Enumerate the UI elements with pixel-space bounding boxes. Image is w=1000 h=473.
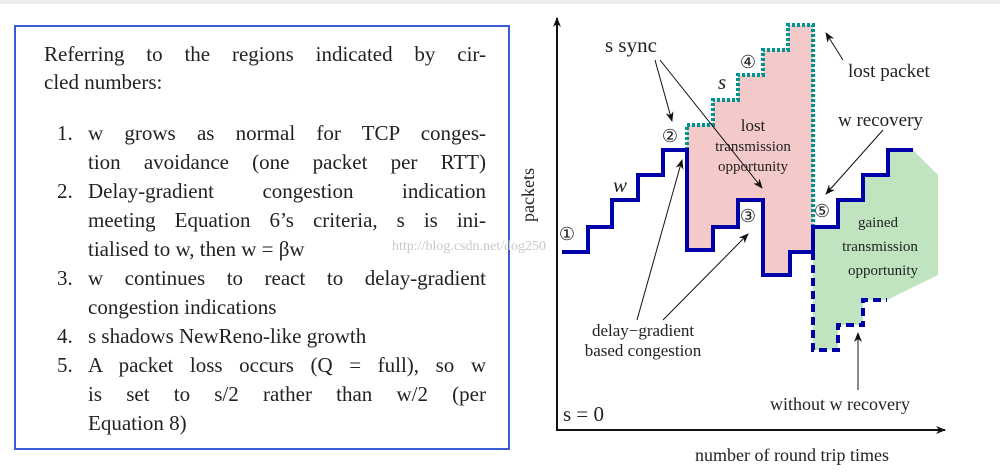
item-line: Equation 8) [88, 411, 187, 435]
w-line-without-recovery [811, 252, 887, 352]
gained-region-label: opportunity [848, 263, 918, 279]
s-line [685, 23, 815, 227]
y-axis-label: packets [518, 168, 538, 222]
top-bar [0, 0, 1000, 4]
intro-line: cled numbers: [44, 70, 163, 94]
delay-gradient-label: based congestion [585, 341, 702, 360]
item-line: meeting Equation 6’s criteria, s is ini- [88, 208, 486, 232]
w-label: w [613, 173, 627, 197]
item-number: 4. [57, 324, 73, 348]
item-line: A packet loss occurs (Q = full), so w [88, 353, 486, 377]
w-recovery-label: w recovery [838, 110, 923, 131]
watermark: http://blog.csdn.net/dog250 [392, 239, 546, 254]
item-line: tialised to w, then w = βw [88, 237, 305, 261]
item-line: is set to s/2 rather than w/2 (per [88, 382, 486, 406]
item-line: w grows as normal for TCP conges- [88, 121, 486, 145]
lost-region-label: transmission [715, 139, 791, 155]
item-number: 1. [57, 121, 73, 145]
x-axis-label: number of round trip times [695, 445, 889, 465]
arrow [654, 59, 674, 122]
circled-1: ① [559, 224, 575, 244]
arrow [825, 129, 884, 195]
lost-region-label: opportunity [718, 159, 788, 175]
explanation-box [14, 25, 510, 450]
lost-region [687, 25, 813, 275]
arrow [636, 159, 684, 321]
item-line: congestion indications [88, 295, 277, 319]
item-line: Delay-gradient congestion indication [88, 179, 486, 203]
gained-region-label: gained [858, 215, 898, 231]
item-number: 5. [57, 353, 73, 377]
circled-4: ④ [740, 52, 756, 72]
lost-region-label: lost [741, 116, 766, 135]
without-w-recovery-label: without w recovery [770, 394, 910, 414]
item-line: w continues to react to delay-gradient [88, 266, 486, 290]
lost-packet-label: lost packet [848, 61, 931, 82]
gained-region-label: transmission [842, 239, 918, 255]
s-sync-label: s sync [605, 33, 657, 57]
item-number: 3. [57, 266, 73, 290]
arrow [659, 59, 763, 189]
item-line: tion avoidance (one packet per RTT) [88, 150, 486, 174]
circled-2: ② [662, 126, 678, 146]
s-label: s [718, 70, 726, 94]
w-line [562, 148, 913, 277]
circled-3: ③ [740, 206, 756, 226]
circled-5: ⑤ [814, 201, 830, 221]
arrow [825, 32, 844, 61]
arrow [662, 233, 749, 321]
item-line: s shadows NewReno-like growth [88, 324, 367, 348]
s-zero-label: s = 0 [563, 402, 604, 426]
item-number: 2. [57, 179, 73, 203]
intro-line: Referring to the regions indicated by ci… [44, 42, 486, 66]
delay-gradient-label: delay−gradient [592, 321, 694, 340]
